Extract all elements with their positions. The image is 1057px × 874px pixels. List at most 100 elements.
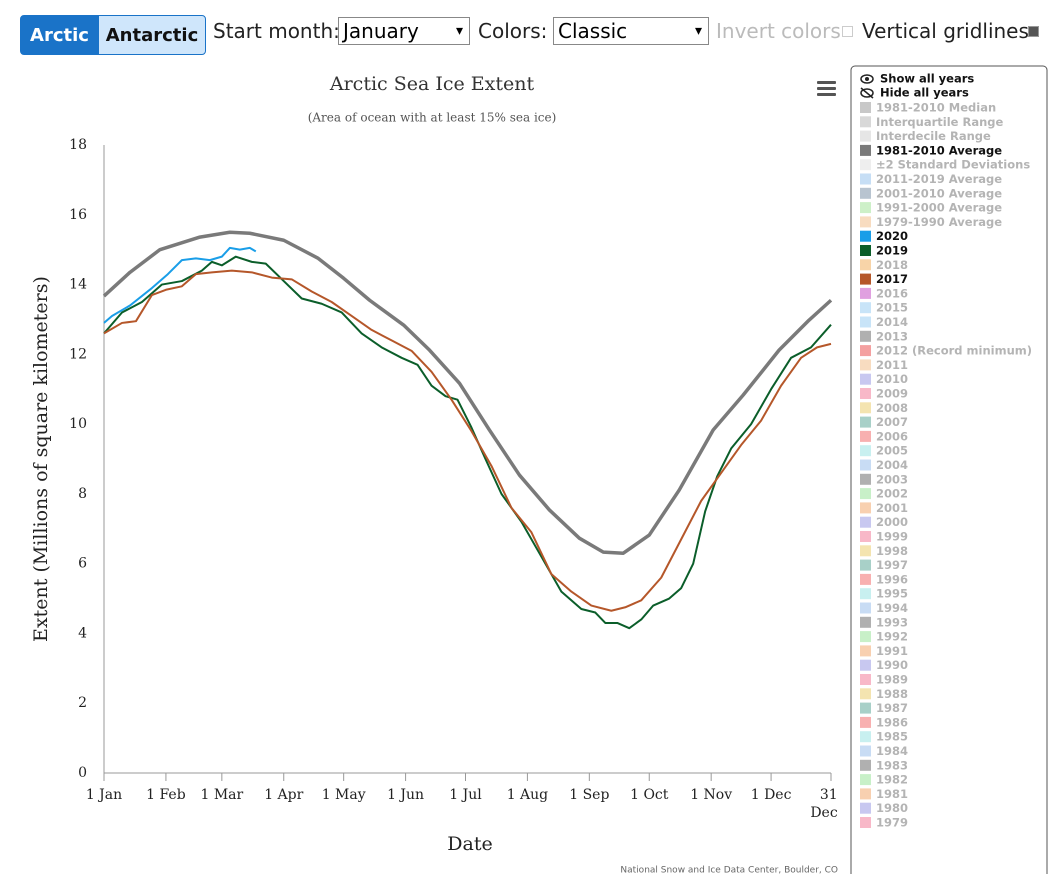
x-axis-label: Date	[447, 833, 492, 855]
y-tick-label: 16	[69, 207, 87, 223]
legend-item[interactable]: 2011	[876, 358, 908, 372]
legend-swatch	[860, 173, 871, 185]
legend-item[interactable]: 2005	[876, 444, 908, 458]
legend-item[interactable]: 1988	[876, 687, 908, 701]
series-line	[103, 246, 257, 324]
legend-swatch	[860, 702, 871, 714]
legend-item[interactable]: Interquartile Range	[876, 115, 1004, 129]
x-tick-label: 1 Jan	[86, 787, 122, 803]
legend-item[interactable]: 1992	[876, 630, 908, 644]
legend-item[interactable]: 2014	[876, 315, 908, 329]
hide-all-years[interactable]: Hide all years	[880, 86, 969, 100]
legend-item[interactable]: 2006	[876, 429, 908, 443]
legend-item[interactable]: 1990	[876, 658, 908, 672]
legend-item[interactable]: 1982	[876, 773, 908, 787]
legend-item[interactable]: 1991-2000 Average	[876, 201, 1002, 215]
legend-item[interactable]: 1981	[876, 787, 908, 801]
legend-swatch	[860, 445, 871, 457]
legend-item[interactable]: 2004	[876, 458, 908, 472]
legend-item[interactable]: 2018	[876, 258, 908, 272]
legend-swatch	[860, 545, 871, 557]
antarctic-button[interactable]: Antarctic	[98, 15, 206, 55]
x-tick-label: 1 Jun	[387, 787, 424, 803]
chart-title: Arctic Sea Ice Extent	[329, 73, 535, 95]
legend-item[interactable]: 1987	[876, 701, 908, 715]
x-tick-label: 1 Jul	[449, 787, 482, 803]
x-tick-label: 1 Nov	[690, 787, 732, 803]
legend-item[interactable]: 2012 (Record minimum)	[876, 344, 1032, 358]
y-tick-label: 14	[69, 277, 87, 293]
legend-swatch	[860, 802, 871, 814]
legend-item[interactable]: 2008	[876, 401, 908, 415]
legend-swatch	[860, 502, 871, 514]
legend-item[interactable]: 1985	[876, 730, 908, 744]
legend-swatch	[860, 731, 871, 743]
legend-item[interactable]: 2002	[876, 487, 908, 501]
legend-item[interactable]: 1999	[876, 530, 908, 544]
legend-item[interactable]: 1989	[876, 673, 908, 687]
legend-item[interactable]: 1986	[876, 715, 908, 729]
legend-item[interactable]: 1991	[876, 644, 908, 658]
show-all-years[interactable]: Show all years	[880, 72, 974, 86]
arctic-button[interactable]: Arctic	[20, 15, 99, 55]
legend-item[interactable]: 1997	[876, 558, 908, 572]
legend-swatch	[860, 287, 871, 299]
series-line	[103, 255, 832, 630]
legend-item[interactable]: 1996	[876, 572, 908, 586]
start-month-select[interactable]: January	[338, 17, 470, 45]
legend-item[interactable]: 1993	[876, 615, 908, 629]
legend-swatch	[860, 488, 871, 500]
legend-swatch	[860, 402, 871, 414]
legend-swatch	[860, 817, 871, 828]
colors-label: Colors:	[478, 19, 548, 43]
legend-swatch	[860, 345, 871, 357]
legend-item[interactable]: 2017	[876, 272, 908, 286]
legend-item[interactable]: 1981-2010 Average	[876, 143, 1002, 157]
y-tick-label: 10	[69, 416, 87, 432]
legend-item[interactable]: 2020	[876, 229, 908, 243]
legend-item[interactable]: 1979-1990 Average	[876, 215, 1002, 229]
legend-item[interactable]: 2007	[876, 415, 908, 429]
legend-swatch	[860, 645, 871, 657]
x-tick-label: 1 Mar	[200, 787, 243, 803]
show-all-icon[interactable]	[860, 74, 874, 84]
y-tick-label: 6	[78, 556, 87, 572]
x-tick-label: 1 Apr	[264, 787, 303, 803]
y-axis-label: Extent (Millions of square kilometers)	[30, 276, 52, 642]
legend-item[interactable]: 1980	[876, 801, 908, 815]
legend-item[interactable]: ±2 Standard Deviations	[876, 158, 1030, 172]
legend-item[interactable]: 1984	[876, 744, 908, 758]
legend-item[interactable]: 2000	[876, 515, 908, 529]
y-tick-label: 0	[78, 765, 87, 781]
x-tick-label: 1 Dec	[751, 787, 792, 803]
legend-item[interactable]: 2011-2019 Average	[876, 172, 1002, 186]
legend-swatch	[860, 187, 871, 199]
legend-item[interactable]: 2003	[876, 472, 908, 486]
legend-item[interactable]: Interdecile Range	[876, 129, 991, 143]
legend-item[interactable]: 2001	[876, 501, 908, 515]
legend-item[interactable]: 2015	[876, 301, 908, 315]
legend-item[interactable]: 2013	[876, 329, 908, 343]
vertical-gridlines-checkbox[interactable]	[1028, 26, 1039, 37]
legend-item[interactable]: 2019	[876, 244, 908, 258]
legend-swatch	[860, 788, 871, 800]
legend-item[interactable]: 1998	[876, 544, 908, 558]
legend-item[interactable]: 1981-2010 Median	[876, 101, 996, 115]
invert-colors-checkbox[interactable]	[842, 26, 853, 37]
legend-item[interactable]: 2010	[876, 372, 908, 386]
hide-all-icon[interactable]	[860, 87, 874, 99]
legend-item[interactable]: 2009	[876, 387, 908, 401]
colors-select[interactable]: Classic	[553, 17, 709, 45]
legend-item[interactable]: 2001-2010 Average	[876, 186, 1002, 200]
legend-item[interactable]: 2016	[876, 286, 908, 300]
legend-item[interactable]: 1983	[876, 758, 908, 772]
menu-icon[interactable]	[817, 81, 836, 96]
legend-item[interactable]: 1995	[876, 587, 908, 601]
legend-swatch	[860, 531, 871, 542]
legend-swatch	[860, 674, 871, 685]
legend-item[interactable]: 1979	[876, 816, 908, 830]
legend-item[interactable]: 1994	[876, 601, 908, 615]
legend-swatch	[860, 388, 871, 399]
legend-swatch	[860, 430, 871, 442]
